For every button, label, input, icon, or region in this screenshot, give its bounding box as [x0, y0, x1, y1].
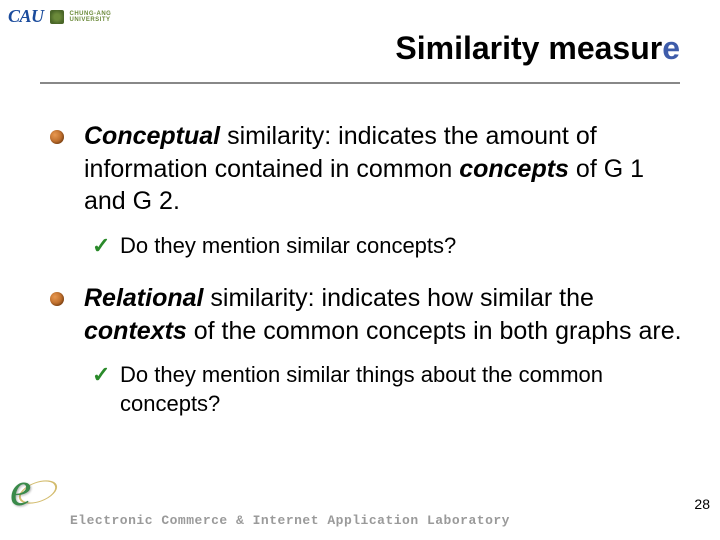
page-number: 28	[694, 496, 710, 512]
content-area: Conceptual similarity: indicates the amo…	[50, 120, 685, 440]
sub-bullet-relational: ✓ Do they mention similar things about t…	[50, 361, 685, 418]
logo-subtitle: CHUNG-ANG UNIVERSITY	[70, 11, 112, 23]
bullet-dot-icon	[50, 292, 64, 306]
check-icon: ✓	[92, 232, 110, 261]
bullet-lead: Conceptual	[84, 122, 220, 150]
bullet-relational: Relational similarity: indicates how sim…	[50, 282, 685, 347]
header-logo: CAU CHUNG-ANG UNIVERSITY	[8, 6, 111, 27]
title-divider	[40, 82, 680, 84]
page-title: Similarity measure	[395, 30, 680, 67]
logo-text: CAU	[8, 6, 44, 27]
sub-bullet-text: Do they mention similar things about the…	[120, 362, 603, 416]
sub-bullet-text: Do they mention similar concepts?	[120, 233, 456, 258]
bullet-conceptual: Conceptual similarity: indicates the amo…	[50, 120, 685, 218]
footer-text: Electronic Commerce & Internet Applicati…	[70, 513, 510, 528]
slide: CAU CHUNG-ANG UNIVERSITY Similarity meas…	[0, 0, 720, 540]
title-main: Similarity measur	[395, 30, 662, 66]
bullet-emph: contexts	[84, 317, 187, 345]
logo-crest-icon	[50, 10, 64, 24]
title-accent: e	[662, 30, 680, 66]
bullet-text: similarity: indicates how similar the	[203, 284, 593, 312]
check-icon: ✓	[92, 361, 110, 390]
sub-bullet-conceptual: ✓ Do they mention similar concepts?	[50, 232, 685, 261]
bullet-tail: of the common concepts in both graphs ar…	[187, 317, 682, 345]
logo-sub-line2: UNIVERSITY	[70, 17, 112, 23]
bullet-emph: concepts	[459, 155, 569, 183]
bullet-lead: Relational	[84, 284, 203, 312]
footer-logo-icon: e	[10, 462, 70, 522]
bullet-dot-icon	[50, 130, 64, 144]
